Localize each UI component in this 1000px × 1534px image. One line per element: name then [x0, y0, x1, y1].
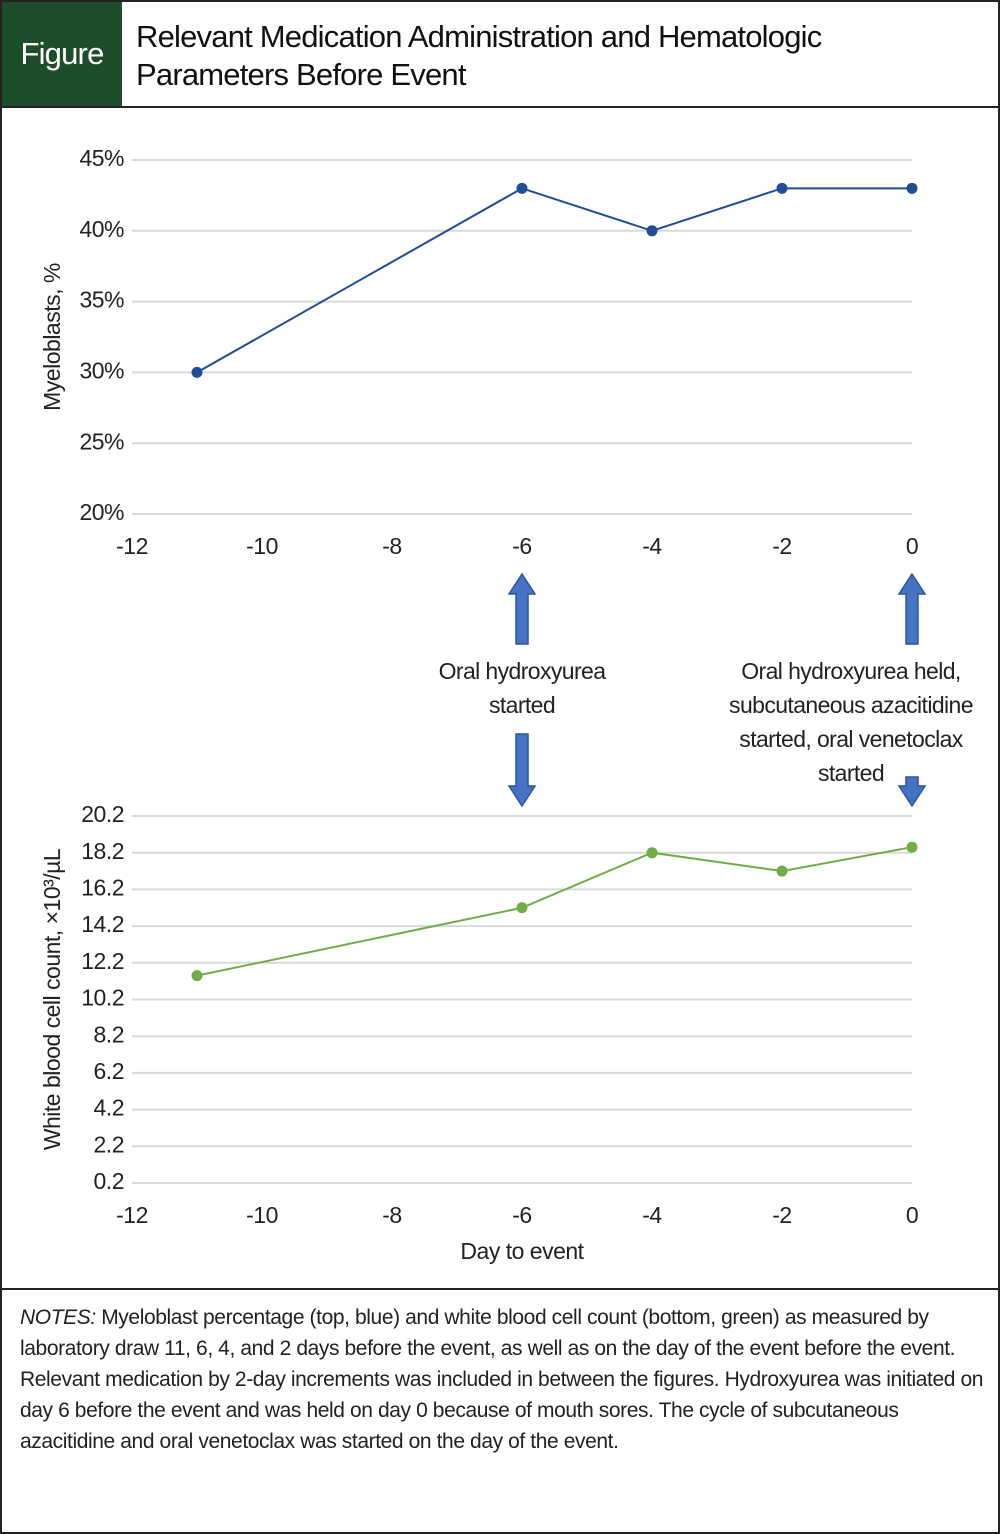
x-tick-label: -8: [382, 533, 401, 559]
y-tick-label: 8.2: [94, 1021, 124, 1047]
y-tick-label: 16.2: [81, 874, 124, 900]
figure-title: Relevant Medication Administration and H…: [136, 19, 822, 92]
figure-label: Figure: [2, 2, 122, 106]
charts: 20% 25% 30% 35% 40% 45% -12 -10 -8 -6 -4 -2 0 Myelobl…: [39, 145, 927, 1264]
y-tick-label: 0.2: [94, 1168, 124, 1194]
y-axis-label: White blood cell count, ×10³/µL: [39, 848, 65, 1150]
x-tick-label: -2: [772, 533, 791, 559]
data-point: [191, 366, 203, 378]
data-point: [776, 182, 788, 194]
header: Figure Relevant Medication Administratio…: [2, 2, 998, 108]
y-tick-label: 40%: [79, 216, 124, 242]
annotation-text: Oral hydroxyurea started: [438, 658, 606, 718]
y-tick-label: 14.2: [81, 911, 124, 937]
y-tick-label: 25%: [79, 428, 124, 454]
x-tick-label: -2: [772, 1202, 791, 1228]
notes: NOTES: Myeloblast percentage (top, blue)…: [2, 1288, 998, 1532]
data-line: [196, 187, 912, 374]
y-tick-label: 30%: [79, 357, 124, 383]
data-point: [906, 182, 918, 194]
y-tick-label: 12.2: [81, 948, 124, 974]
arrow-down: [897, 776, 927, 808]
x-axis-label: Day to event: [460, 1238, 584, 1264]
data-point: [906, 841, 918, 853]
x-tick-label: -10: [246, 533, 278, 559]
data-point: [646, 847, 658, 859]
x-tick-label: -4: [642, 533, 662, 559]
y-tick-label: 2.2: [94, 1131, 124, 1157]
annotation-text: Oral hydroxyurea held, subcutaneous azac…: [729, 658, 973, 786]
arrow-up: [897, 572, 927, 645]
data-point: [191, 970, 203, 982]
data-point: [516, 902, 528, 914]
y-tick-label: 10.2: [81, 985, 124, 1011]
data-point: [516, 182, 528, 194]
x-tick-label: 0: [906, 533, 918, 559]
y-tick-label: 20.2: [81, 801, 124, 827]
x-tick-label: -10: [246, 1202, 278, 1228]
arrow-up: [507, 572, 537, 645]
x-tick-label: -8: [382, 1202, 401, 1228]
notes-text: Myeloblast percentage (top, blue) and wh…: [20, 1306, 984, 1453]
x-tick-label: -6: [512, 533, 531, 559]
x-tick-label: -12: [116, 533, 148, 559]
x-tick-label: -6: [512, 1202, 531, 1228]
y-axis-label: Myeloblasts, %: [39, 263, 65, 411]
data-point: [776, 865, 788, 877]
y-tick-label: 35%: [79, 287, 124, 313]
notes-label: NOTES:: [20, 1306, 96, 1329]
y-tick-label: 6.2: [94, 1058, 124, 1084]
y-tick-label: 4.2: [94, 1095, 124, 1121]
x-tick-label: -12: [116, 1202, 148, 1228]
data-line: [196, 846, 913, 977]
y-tick-label: 18.2: [81, 838, 124, 864]
x-tick-label: -4: [642, 1202, 662, 1228]
x-tick-label: 0: [906, 1202, 918, 1228]
y-tick-label: 45%: [79, 145, 124, 171]
arrow-down: [507, 733, 537, 808]
data-point: [646, 225, 658, 237]
y-tick-label: 20%: [79, 499, 124, 525]
